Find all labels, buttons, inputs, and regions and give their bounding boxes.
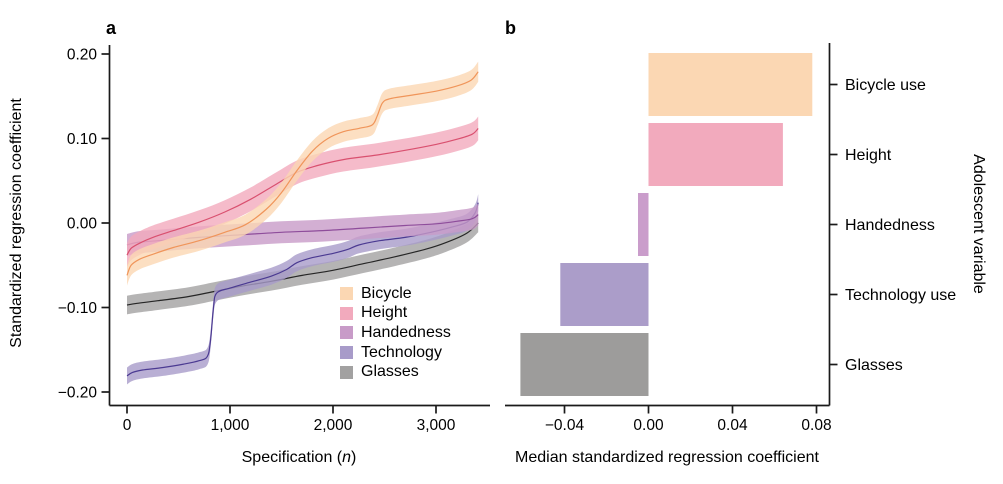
b-x-tick-label: 0.08: [801, 417, 831, 434]
a-y-axis-title: Standardized regression coefficient: [8, 98, 25, 348]
b-x-axis-title: Median standardized regression coefficie…: [515, 449, 819, 466]
legend-item-height: Height: [340, 304, 451, 324]
a-x-tick-label: 2,000: [314, 417, 353, 434]
bar-bicycle-use: [648, 53, 813, 116]
b-category-label-height: Height: [845, 147, 892, 164]
legend-swatch: [340, 287, 353, 301]
b-x-tick-label: −0.04: [545, 417, 585, 434]
panel-a-letter: a: [106, 18, 117, 38]
legend: Bicycle Height Handedness Technology Gla…: [340, 284, 451, 382]
a-y-tick-label: 0.10: [67, 131, 98, 148]
curve-bicycle: [126, 71, 479, 276]
b-category-label-technology-use: Technology use: [845, 287, 956, 304]
legend-swatch: [340, 365, 353, 379]
a-x-axis-title: Specification (n): [242, 450, 357, 466]
legend-label: Glasses: [361, 363, 419, 381]
panel-b-letter: b: [505, 18, 516, 38]
legend-label: Bicycle: [361, 284, 412, 302]
a-x-tick-label: 1,000: [211, 417, 250, 434]
a-y-tick-label: 0.00: [67, 216, 98, 233]
b-right-axis-title: Adolescent variable: [970, 154, 987, 294]
a-x-axis-title-suffix: ): [351, 449, 357, 466]
b-category-label-bicycle-use: Bicycle use: [845, 77, 926, 94]
legend-label: Handedness: [361, 323, 451, 341]
legend-item-bicycle: Bicycle: [340, 284, 451, 304]
a-x-axis-title-italic-n: n: [342, 449, 352, 466]
a-y-tick-label: −0.10: [58, 300, 98, 317]
legend-item-glasses: Glasses: [340, 362, 451, 382]
a-y-tick-label: −0.20: [58, 385, 98, 402]
a-x-axis-title-prefix: Specification (: [241, 449, 343, 466]
legend-item-handedness: Handedness: [340, 323, 451, 343]
band-technology: [127, 194, 479, 385]
b-x-tick-label: 0.00: [633, 417, 664, 434]
bar-technology-use: [560, 263, 649, 326]
band-bicycle: [127, 61, 479, 286]
curve-glasses: [126, 222, 479, 306]
bar-handedness: [638, 193, 649, 256]
bar-height: [648, 123, 783, 186]
bar-glasses: [520, 333, 649, 396]
b-category-label-handedness: Handedness: [845, 217, 935, 234]
b-category-label-glasses: Glasses: [845, 357, 903, 374]
legend-swatch: [340, 306, 353, 320]
b-x-tick-label: 0.04: [717, 417, 748, 434]
legend-swatch: [340, 326, 353, 340]
legend-label: Technology: [361, 343, 442, 361]
a-x-tick-label: 3,000: [417, 417, 456, 434]
legend-label: Height: [361, 304, 408, 322]
legend-item-technology: Technology: [340, 343, 451, 363]
legend-swatch: [340, 346, 353, 360]
band-height: [127, 116, 479, 267]
a-y-tick-label: 0.20: [67, 47, 98, 64]
a-x-tick-label: 0: [123, 417, 132, 434]
